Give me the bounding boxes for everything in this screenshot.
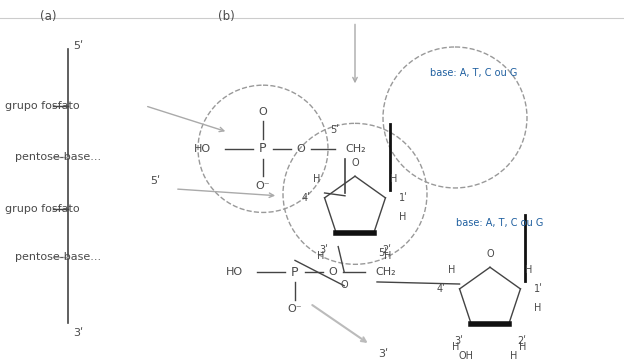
Text: pentose-base...: pentose-base... bbox=[15, 252, 101, 262]
Text: O: O bbox=[329, 267, 338, 277]
Text: 1ʹ: 1ʹ bbox=[399, 193, 408, 203]
Text: 2ʹ: 2ʹ bbox=[382, 245, 391, 254]
Text: grupo fosfato: grupo fosfato bbox=[5, 203, 80, 214]
Text: H: H bbox=[452, 342, 459, 352]
Text: H: H bbox=[317, 251, 324, 261]
Text: O⁻: O⁻ bbox=[288, 304, 302, 314]
Text: H: H bbox=[399, 211, 407, 222]
Text: 2ʹ: 2ʹ bbox=[517, 336, 526, 346]
Text: 5ʹ: 5ʹ bbox=[150, 176, 160, 186]
Text: 3ʹ: 3ʹ bbox=[319, 245, 328, 254]
Text: 5ʹ: 5ʹ bbox=[379, 248, 388, 258]
Text: 3ʹ: 3ʹ bbox=[378, 349, 388, 358]
Text: H: H bbox=[390, 174, 397, 184]
Text: 5ʹ: 5ʹ bbox=[331, 125, 339, 135]
Text: pentose-base...: pentose-base... bbox=[15, 152, 101, 162]
Text: CH₂: CH₂ bbox=[375, 267, 396, 277]
Text: HO: HO bbox=[226, 267, 243, 277]
Text: OH: OH bbox=[459, 352, 474, 361]
Text: 5ʹ: 5ʹ bbox=[73, 41, 83, 51]
Text: P: P bbox=[259, 142, 266, 155]
Text: O: O bbox=[340, 280, 348, 290]
Text: O: O bbox=[296, 144, 305, 154]
Text: H: H bbox=[525, 265, 532, 275]
Text: O⁻: O⁻ bbox=[256, 181, 270, 191]
Text: base: A, T, C ou G: base: A, T, C ou G bbox=[456, 218, 544, 228]
Text: O: O bbox=[486, 249, 494, 260]
Text: (a): (a) bbox=[40, 10, 57, 23]
Text: H: H bbox=[384, 251, 391, 261]
Text: 3ʹ: 3ʹ bbox=[73, 328, 83, 338]
Text: O: O bbox=[258, 106, 267, 117]
Text: O: O bbox=[351, 159, 359, 168]
Text: H: H bbox=[519, 342, 526, 352]
Text: H: H bbox=[534, 303, 542, 313]
Text: CH₂: CH₂ bbox=[345, 144, 366, 154]
Text: P: P bbox=[291, 266, 299, 279]
Text: HO: HO bbox=[194, 144, 211, 154]
Text: grupo fosfato: grupo fosfato bbox=[5, 101, 80, 111]
Text: 4ʹ: 4ʹ bbox=[301, 193, 311, 203]
Text: H: H bbox=[313, 174, 320, 184]
Text: base: A, T, C ou G: base: A, T, C ou G bbox=[430, 68, 517, 79]
Text: H: H bbox=[510, 352, 517, 361]
Text: (b): (b) bbox=[218, 10, 235, 23]
Text: 1ʹ: 1ʹ bbox=[534, 284, 544, 294]
Text: H: H bbox=[448, 265, 456, 275]
Text: 4ʹ: 4ʹ bbox=[437, 284, 446, 294]
Text: 3ʹ: 3ʹ bbox=[454, 336, 463, 346]
